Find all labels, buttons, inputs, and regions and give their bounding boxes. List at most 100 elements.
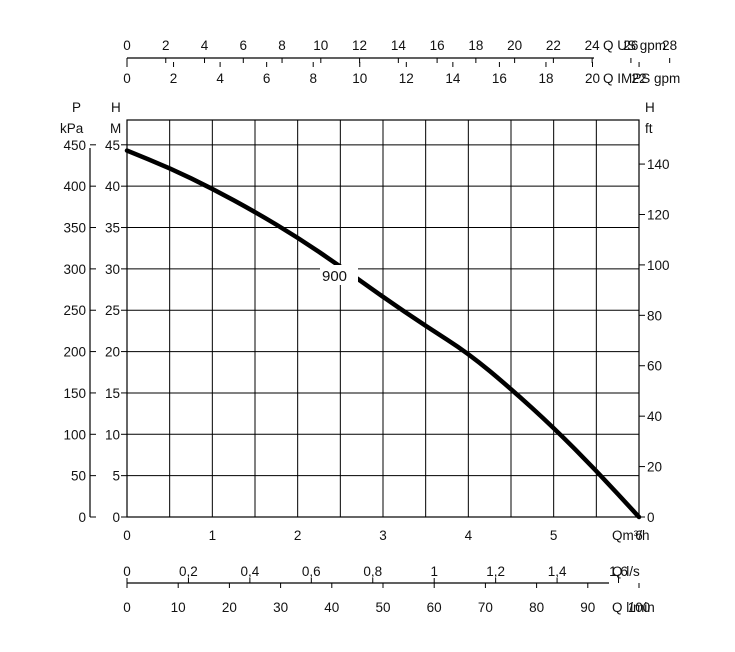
x-tick-label-ls: 0,2 [179,564,198,579]
x-axis-us-gpm: 0 2 4 6 8 10 12 14 16 18 20 22 24 26 28 [123,38,677,63]
x-tick-label-us: 28 [662,38,677,53]
y-tick-label-h: 25 [105,303,120,318]
curve-label-background [320,265,358,285]
y-tick-label-h: 5 [112,469,120,484]
y-axis-h-m: 0 5 10 15 20 25 30 35 40 45 [105,138,127,525]
x-axis-label-us-gpm: Q US gpm [603,38,666,53]
x-tick-label-lmin: 30 [273,600,288,615]
x-tick-label-ls: 1,2 [486,564,505,579]
y-tick-label-ft: 120 [647,207,670,222]
y-tick-label-ft: 20 [647,460,662,475]
x-tick-label-lmin: 100 [628,600,651,615]
y-tick-label-p: 100 [63,427,86,442]
y-tick-label-ft: 80 [647,308,662,323]
y-axis-h-unit-top: H [111,100,121,115]
x-tick-label-imp: 2 [170,71,178,86]
x-tick-label-lmin: 90 [580,600,595,615]
y-tick-label-p: 250 [63,303,86,318]
x-tick-label-ls: 1 [430,564,438,579]
y-tick-label-ft: 100 [647,258,670,273]
x-tick-label-us: 8 [278,38,286,53]
y-tick-label-p: 0 [78,510,86,525]
x-tick-label-m3h: 5 [550,528,558,543]
x-tick-label-imp: 12 [399,71,414,86]
x-axis-ls: 0 0,2 0,4 0,6 0,8 1 1,2 1,4 1,6 [123,564,628,584]
x-tick-label-m3h: 1 [209,528,217,543]
y-tick-label-h: 35 [105,221,120,236]
x-tick-label-lmin: 50 [375,600,390,615]
x-axis-label-imps-gpm: Q IMPS gpm [603,71,680,86]
x-tick-label-m3h: 4 [465,528,473,543]
x-tick-label-imp: 4 [216,71,224,86]
y-tick-label-h: 15 [105,386,120,401]
x-tick-label-imp: 16 [492,71,507,86]
y-tick-label-h: 20 [105,345,120,360]
curve-label: 900 [322,268,347,285]
x-tick-label-m3h: 0 [123,528,131,543]
y-tick-label-h: 30 [105,262,120,277]
y-tick-label-p: 200 [63,345,86,360]
y-tick-label-p: 300 [63,262,86,277]
y-axis-ft-unit-top: H [645,100,655,115]
y-axis-ft-unit-bottom: ft [645,121,653,136]
x-tick-label-us: 22 [546,38,561,53]
x-tick-label-us: 12 [352,38,367,53]
x-tick-label-imp: 18 [538,71,553,86]
x-tick-label-us: 0 [123,38,131,53]
x-axis-imps-gpm: 0 2 4 6 8 10 12 14 16 18 20 22 [123,62,647,86]
x-tick-label-imp: 22 [632,71,647,86]
x-axis-m3h: 0 1 2 3 4 5 6 [123,528,643,543]
x-tick-label-lmin: 80 [529,600,544,615]
y-tick-label-p: 350 [63,221,86,236]
x-tick-label-lmin: 40 [324,600,339,615]
x-tick-label-us: 26 [623,38,638,53]
x-tick-label-us: 20 [507,38,522,53]
y-axis-p-unit-bottom: kPa [60,121,84,136]
x-tick-label-m3h: 6 [635,528,643,543]
x-tick-label-ls: 0,6 [302,564,321,579]
x-tick-label-imp: 10 [352,71,367,86]
x-tick-label-us: 10 [313,38,328,53]
y-axis-p-kpa: 0 50 100 150 200 250 300 350 400 450 [63,138,96,525]
series-line-900 [124,148,642,520]
x-tick-label-imp: 14 [445,71,461,86]
y-tick-label-h: 45 [105,138,120,153]
y-tick-label-ft: 0 [647,510,655,525]
x-tick-label-imp: 8 [309,71,317,86]
x-tick-label-m3h: 3 [379,528,387,543]
x-tick-label-ls: 0,8 [363,564,382,579]
y-axis-h-ft: 0 20 40 60 80 100 120 140 [639,157,670,525]
y-tick-label-p: 450 [63,138,86,153]
grid-lines [127,120,639,517]
x-tick-label-lmin: 10 [171,600,186,615]
plot-frame [126,119,640,518]
y-tick-label-h: 10 [105,427,120,442]
x-axis-label-m3h: Qm³/h [612,528,650,543]
x-tick-label-us: 14 [391,38,407,53]
y-tick-label-h: 0 [112,510,120,525]
x-tick-label-ls: 1,4 [548,564,567,579]
y-tick-label-p: 400 [63,179,86,194]
x-tick-label-m3h: 2 [294,528,302,543]
y-axis-h-unit-bottom: M [110,121,121,136]
x-tick-label-ls: 1,6 [609,564,628,579]
y-tick-label-p: 50 [71,469,86,484]
y-tick-label-ft: 40 [647,409,662,424]
y-tick-label-p: 150 [63,386,86,401]
y-tick-label-h: 40 [105,179,120,194]
x-axis-label-ls: Q l/s [612,564,640,579]
x-tick-label-lmin: 70 [478,600,493,615]
x-tick-label-lmin: 20 [222,600,237,615]
x-tick-label-us: 16 [430,38,445,53]
x-tick-label-us: 6 [240,38,248,53]
x-tick-label-us: 2 [162,38,170,53]
x-tick-label-lmin: 60 [427,600,442,615]
x-tick-label-ls: 0,4 [240,564,259,579]
x-axis-lmin: 0 10 20 30 40 50 60 70 80 90 100 [123,583,650,615]
y-axis-p-unit-top: P [72,100,81,115]
x-axis-label-lmin: Q l/min [612,600,655,615]
y-tick-label-ft: 140 [647,157,670,172]
x-tick-label-imp: 20 [585,71,600,86]
x-tick-label-imp: 6 [263,71,271,86]
